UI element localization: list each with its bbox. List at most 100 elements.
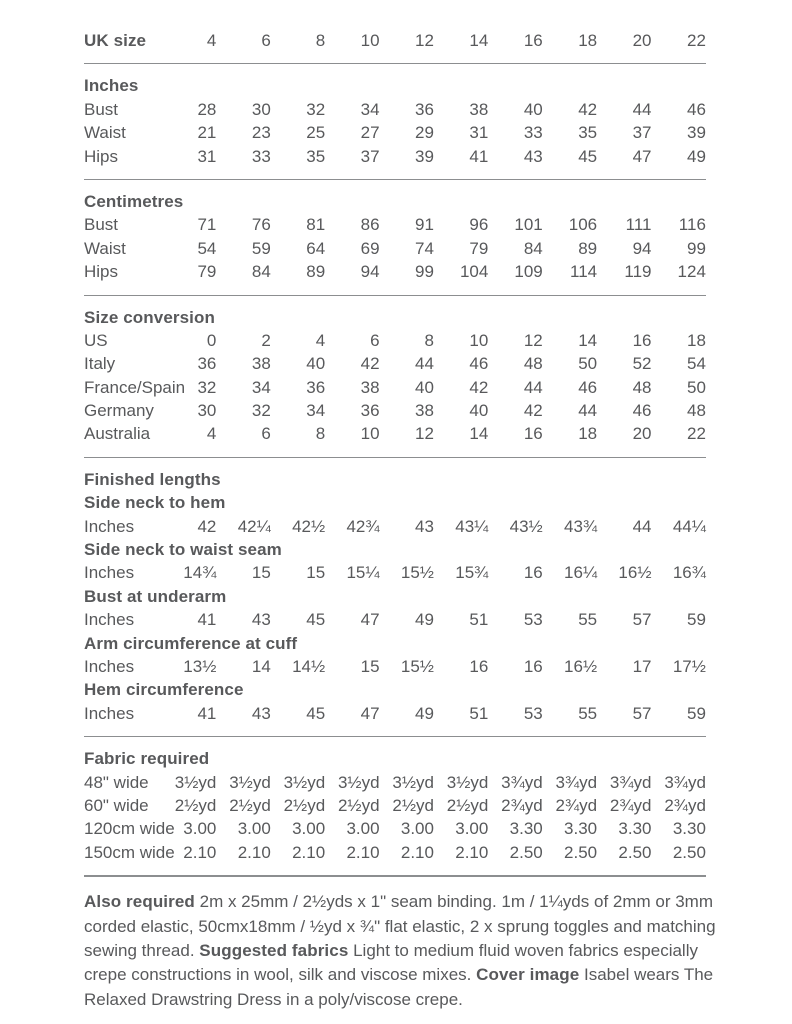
cell: 14¾: [183, 563, 217, 583]
cell: 45: [578, 146, 598, 166]
section-heading: Arm circumference at cuff: [84, 632, 706, 655]
row-label: Italy: [84, 354, 116, 374]
cell: 36: [415, 99, 434, 119]
cell: 18: [578, 424, 598, 444]
cell: 44: [415, 354, 434, 374]
cell: 51: [469, 703, 489, 723]
cell: 36: [360, 401, 380, 421]
section-heading: Inches: [84, 74, 706, 97]
cell: 15½: [400, 656, 434, 676]
cell: 16¾: [672, 563, 706, 583]
row-label: Inches: [84, 563, 135, 583]
row-label: Size conversion: [84, 307, 215, 327]
cell: 32: [251, 401, 271, 421]
cell: 89: [578, 238, 598, 258]
row-label: Finished lengths: [84, 469, 221, 489]
cell: 2.10: [292, 842, 326, 862]
cell: 35: [578, 123, 598, 143]
cell: 47: [360, 703, 380, 723]
cell: 3½yd: [446, 772, 489, 792]
cell: 44¼: [672, 516, 706, 536]
cell: 3¾yd: [609, 772, 652, 792]
cell: 43: [251, 703, 271, 723]
cell: 3.00: [346, 819, 380, 839]
row-label: 60" wide: [84, 795, 149, 815]
section-heading: Fabric required: [84, 747, 706, 770]
notes-text: Isabel wears The Relaxed Drawstring Dres…: [84, 965, 714, 1009]
table-row: Italy 36 38 40 42 44 46 48 50 52 54: [84, 352, 706, 375]
cell: 20: [632, 424, 652, 444]
cell: 34: [306, 401, 326, 421]
row-label: Waist: [84, 123, 126, 143]
cell: 41: [197, 703, 217, 723]
row-label: Hips: [84, 262, 119, 282]
row-label: US: [84, 330, 108, 350]
cell: 3.00: [400, 819, 434, 839]
cell: 12: [415, 424, 434, 444]
cell: 14: [469, 31, 489, 50]
table-row: Bust 28 30 32 34 36 38 40 42 44 46: [84, 98, 706, 121]
table-row: Waist 21 23 25 27 29 31 33 35 37 39: [84, 121, 706, 144]
section-heading: Centimetres: [84, 190, 706, 213]
cell: 50: [578, 354, 598, 374]
cell: 23: [251, 123, 271, 143]
cell: 86: [360, 215, 380, 235]
cell: 4: [206, 424, 217, 444]
cell: 40: [469, 401, 489, 421]
cell: 44: [632, 99, 652, 119]
row-label: Hips: [84, 146, 119, 166]
cell: 114: [570, 262, 598, 282]
cell: 91: [415, 215, 434, 235]
notes-paragraph: Also required 2m x 25mm / 2½yds x 1" sea…: [84, 889, 732, 1012]
cell: 76: [251, 215, 271, 235]
cell: 3.00: [455, 819, 489, 839]
table-row: France/Spain 32 34 36 38 40 42 44 46 48 50: [84, 376, 706, 399]
cell: 3½yd: [392, 772, 434, 792]
cell: 16: [632, 330, 652, 350]
row-label: Bust: [84, 215, 119, 235]
cell: 2.50: [564, 842, 598, 862]
cell: 0: [206, 330, 217, 350]
table-row: Waist 54 59 64 69 74 79 84 89 94 99: [84, 237, 706, 260]
cell: 14: [251, 656, 271, 676]
cell: 12: [415, 31, 434, 50]
cell: 74: [415, 238, 434, 258]
cell: 84: [523, 238, 543, 258]
divider: [84, 294, 706, 296]
section-heading: Size conversion: [84, 306, 706, 329]
cell: 2.50: [672, 842, 706, 862]
cell: 13½: [183, 656, 217, 676]
cell: 2½yd: [446, 795, 489, 815]
cell: 12: [523, 330, 543, 350]
row-label: France/Spain: [84, 377, 186, 397]
cell: 45: [306, 703, 326, 723]
cell: 2¾yd: [555, 795, 598, 815]
cell: 8: [315, 31, 326, 50]
row-label: Waist: [84, 238, 126, 258]
cell: 106: [568, 215, 598, 235]
cell: 99: [686, 238, 706, 258]
table-row: Inches 41 43 45 47 49 51 53 55 57 59: [84, 608, 706, 631]
cell: 49: [415, 703, 434, 723]
cell: 3.00: [292, 819, 326, 839]
cell: 4: [206, 31, 217, 50]
cell: 3.30: [509, 819, 543, 839]
cell: 40: [415, 377, 434, 397]
cell: 45: [306, 610, 326, 630]
cell: 18: [578, 31, 598, 50]
section-heading: Hem circumference: [84, 678, 706, 701]
section-heading: Side neck to hem: [84, 491, 706, 514]
cell: 6: [261, 424, 271, 444]
cell: 25: [306, 123, 326, 143]
cell: 119: [624, 262, 652, 282]
cell: 54: [686, 354, 706, 374]
cell: 6: [370, 330, 380, 350]
cell: 39: [686, 123, 706, 143]
table-row: 150cm wide 2.10 2.10 2.10 2.10 2.10 2.10 2.50 2.…: [84, 841, 706, 864]
table-row: Bust 71 76 81 86 91 96 101 106 111 116: [84, 213, 706, 236]
cell: 3.30: [672, 819, 706, 839]
row-label: Inches: [84, 656, 135, 676]
cell: 42¼: [237, 516, 271, 536]
row-label: Inches: [84, 703, 135, 723]
cell: 43: [523, 146, 543, 166]
